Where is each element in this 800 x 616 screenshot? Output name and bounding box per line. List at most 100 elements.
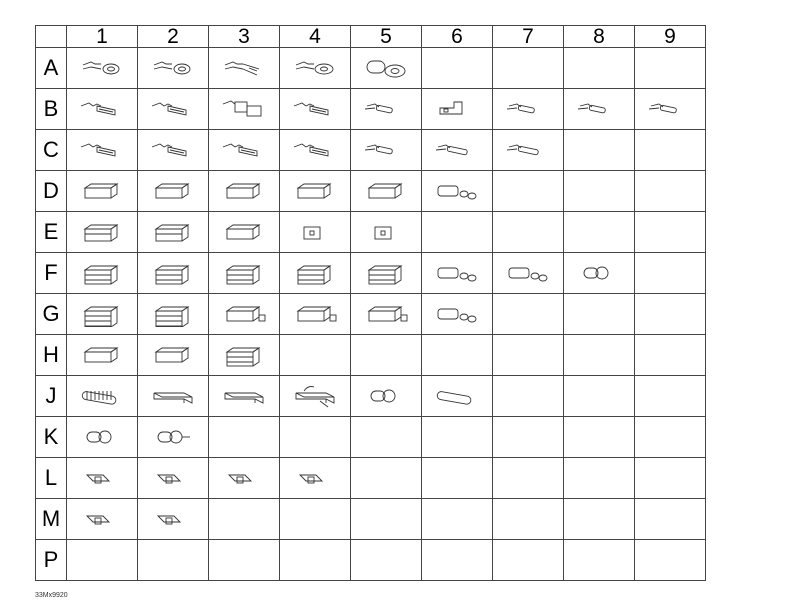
grid-cell-B8: [563, 88, 635, 130]
grid-cell-E2: [137, 211, 209, 253]
grid-cell-M1: [66, 498, 138, 540]
grid-cell-L6: [421, 457, 493, 499]
grid-cell-A8: [563, 47, 635, 89]
housing-seal-icon: [351, 301, 421, 327]
grid-cell-A3: [208, 47, 280, 89]
grid-cell-M3: [208, 498, 280, 540]
grid-cell-L4: [279, 457, 351, 499]
housing-1-icon: [138, 178, 208, 204]
grid-row: G: [35, 293, 706, 335]
ring-large-icon: [280, 55, 350, 81]
grid-cell-D9: [634, 170, 706, 212]
grid-cell-K8: [563, 416, 635, 458]
grid-cell-P1: [66, 539, 138, 581]
row-header-K: K: [35, 416, 67, 458]
retainer-icon: [67, 465, 137, 491]
grid-cell-K4: [279, 416, 351, 458]
grid-cell-C6: [421, 129, 493, 171]
cover-wired-icon: [280, 383, 350, 409]
grid-cell-H7: [492, 334, 564, 376]
cap-icon: [351, 383, 421, 409]
grid-cell-D1: [66, 170, 138, 212]
grid-cell-P3: [208, 539, 280, 581]
grid-cell-J2: [137, 375, 209, 417]
sleeve-icon: [422, 383, 492, 409]
grid-cell-L3: [208, 457, 280, 499]
grid-cell-J9: [634, 375, 706, 417]
column-header-7: 7: [492, 25, 564, 48]
grid-cell-D6: [421, 170, 493, 212]
fork-icon: [209, 55, 279, 81]
grid-cell-M7: [492, 498, 564, 540]
row-header-G: G: [35, 293, 67, 335]
grid-cell-M9: [634, 498, 706, 540]
housing-2s-icon: [138, 219, 208, 245]
female-insulated-icon: [209, 96, 279, 122]
grid-cell-C1: [66, 129, 138, 171]
grid-cell-B2: [137, 88, 209, 130]
grid-cell-P9: [634, 539, 706, 581]
column-header-1: 1: [66, 25, 138, 48]
male-blade-icon: [67, 137, 137, 163]
grid-cell-K2: [137, 416, 209, 458]
column-header-6: 6: [421, 25, 493, 48]
grid-cell-C9: [634, 129, 706, 171]
bullet-icon: [351, 96, 421, 122]
column-header-5: 5: [350, 25, 422, 48]
housing-long-icon: [67, 342, 137, 368]
grommet-pin-icon: [138, 424, 208, 450]
grid-cell-A5: [350, 47, 422, 89]
angle-female-icon: [422, 96, 492, 122]
grid-cell-A1: [66, 47, 138, 89]
grid-cell-B3: [208, 88, 280, 130]
grid-cell-J7: [492, 375, 564, 417]
grid-row: F: [35, 252, 706, 294]
pin-small-icon: [635, 96, 705, 122]
grid-cell-A7: [492, 47, 564, 89]
grid-cell-H6: [421, 334, 493, 376]
grid-cell-L5: [350, 457, 422, 499]
housing-small-icon: [351, 219, 421, 245]
housing-long-icon: [138, 342, 208, 368]
grid-cell-K6: [421, 416, 493, 458]
grid-cell-L1: [66, 457, 138, 499]
grid-cell-K7: [492, 416, 564, 458]
grid-cell-G1: [66, 293, 138, 335]
boot-icon: [564, 260, 634, 286]
grid-cell-P2: [137, 539, 209, 581]
grid-row: E: [35, 211, 706, 253]
grid-cell-A2: [137, 47, 209, 89]
grid-cell-J8: [563, 375, 635, 417]
grid-cell-F2: [137, 252, 209, 294]
grid-cell-C4: [279, 129, 351, 171]
grid-row: J: [35, 375, 706, 417]
grid-cell-K1: [66, 416, 138, 458]
ring-icon: [67, 55, 137, 81]
bullet-male-icon: [351, 137, 421, 163]
grid-cell-E5: [350, 211, 422, 253]
grid-cell-E4: [279, 211, 351, 253]
grid-row: A: [35, 47, 706, 89]
row-header-D: D: [35, 170, 67, 212]
grid-cell-H1: [66, 334, 138, 376]
clamp-icon: [138, 506, 208, 532]
grid-cell-K9: [634, 416, 706, 458]
grid-cell-K3: [208, 416, 280, 458]
grid-cell-B6: [421, 88, 493, 130]
grommet-icon: [67, 424, 137, 450]
clamp-icon: [67, 506, 137, 532]
housing-4-icon: [67, 301, 137, 327]
row-header-J: J: [35, 375, 67, 417]
grid-cell-L7: [492, 457, 564, 499]
column-header-9: 9: [634, 25, 706, 48]
grid-cell-H5: [350, 334, 422, 376]
grid-cell-B5: [350, 88, 422, 130]
grid-cell-F4: [279, 252, 351, 294]
male-blade-icon: [138, 137, 208, 163]
corrugated-icon: [67, 383, 137, 409]
seal-plug-icon: [422, 178, 492, 204]
grid-row: D: [35, 170, 706, 212]
grid-cell-F6: [421, 252, 493, 294]
female-blade-icon: [67, 96, 137, 122]
grid-cell-E1: [66, 211, 138, 253]
